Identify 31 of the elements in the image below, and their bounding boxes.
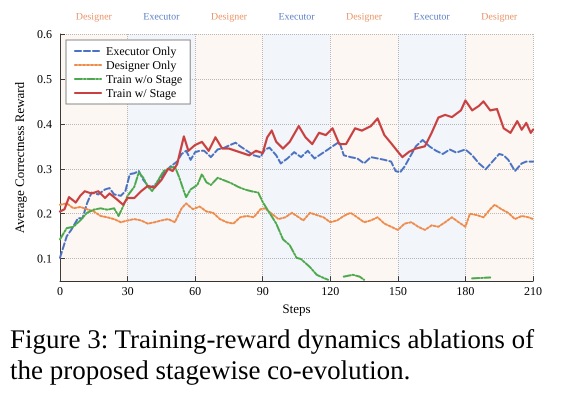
- band-label: Executor: [278, 12, 316, 22]
- x-tick-label: 180: [456, 284, 474, 298]
- x-tick-label: 60: [189, 284, 202, 298]
- legend-label: Designer Only: [106, 58, 176, 72]
- line-series: [58, 99, 534, 213]
- y-tick-label: 0.2: [37, 206, 52, 221]
- caption: Figure 3: Training-reward dynamics ablations of the proposed stagewise co-evolution.: [10, 324, 536, 386]
- legend-label: Executor Only: [106, 44, 176, 58]
- x-tick-label: 120: [321, 284, 340, 298]
- y-tick-label: 0.6: [37, 27, 52, 41]
- y-tick-label: 0.1: [37, 252, 52, 266]
- y-tick-label: 0.4: [37, 116, 52, 131]
- band-label: Designer: [210, 12, 248, 22]
- y-tick-label: 0.3: [37, 162, 52, 176]
- y-tick-label: 0.5: [37, 72, 52, 86]
- legend-label: Train w/ Stage: [106, 86, 176, 100]
- legend-label: Train w/o Stage: [106, 72, 182, 86]
- line-series: [59, 202, 534, 231]
- x-axis-title: Steps: [282, 301, 311, 316]
- band-label: Designer: [346, 12, 383, 22]
- x-tick-label: 30: [122, 284, 134, 298]
- x-tick-label: 0: [57, 284, 63, 298]
- x-tick-label: 210: [524, 284, 542, 298]
- band-label: Designer: [481, 12, 518, 22]
- band-label: Executor: [143, 12, 180, 22]
- band-label: Executor: [414, 12, 450, 22]
- y-axis-title: Average Correctness Reward: [12, 81, 28, 234]
- band-label: Designer: [76, 12, 112, 22]
- x-tick-label: 90: [256, 284, 269, 298]
- line-series: [59, 139, 534, 259]
- x-tick-label: 150: [388, 284, 407, 298]
